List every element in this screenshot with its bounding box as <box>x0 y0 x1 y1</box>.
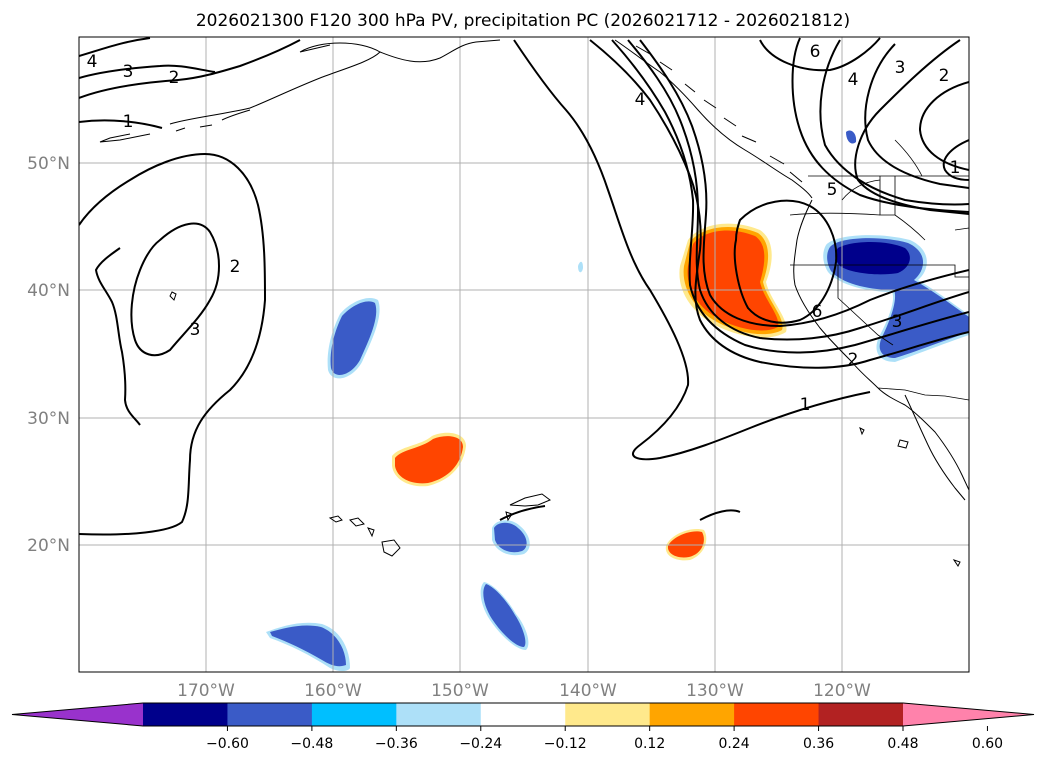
colorbar-tick-label: 0.36 <box>803 736 834 752</box>
colorbar-segment <box>734 703 820 726</box>
contour-label: 4 <box>87 52 98 72</box>
colorbar-segment <box>818 703 904 726</box>
colorbar-segment <box>649 703 735 726</box>
lat-label: 40°N <box>27 281 70 301</box>
colorbar-outline <box>11 702 1035 727</box>
colorbar-tick-label: 0.48 <box>887 736 918 752</box>
colorbar-segment <box>396 703 482 726</box>
longitude-labels: 170°W 160°W 150°W 140°W 130°W 120°W <box>177 681 871 701</box>
lon-label: 120°W <box>813 681 871 701</box>
contour-label: 6 <box>810 42 821 62</box>
contour-label: 1 <box>123 112 134 132</box>
colorbar-tick-label: −0.60 <box>206 736 249 752</box>
negative-precip-region <box>846 130 857 144</box>
contour-label: 2 <box>939 66 950 86</box>
contour-label: 2 <box>169 68 180 88</box>
pv-contours <box>79 37 969 536</box>
lon-label: 130°W <box>686 681 744 701</box>
contour-label: 5 <box>827 180 838 200</box>
lon-label: 150°W <box>431 681 489 701</box>
colorbar-segment <box>480 703 566 726</box>
precipitation-shading <box>266 130 969 671</box>
negative-precip-region <box>330 301 377 375</box>
contour-label: 2 <box>848 350 859 370</box>
gridlines <box>79 37 969 672</box>
positive-precip-region <box>667 531 704 558</box>
map-panel: 4 3 2 1 2 3 6 4 5 6 3 2 1 4 3 2 1 <box>79 37 969 672</box>
colorbar-segment <box>311 703 397 726</box>
colorbar: −0.60 −0.48 −0.36 −0.24 −0.12 0.12 0.24 0.36 0.4… <box>11 702 1035 752</box>
negative-precip-region <box>483 584 526 647</box>
figure-title: 2026021300 F120 300 hPa PV, precipitatio… <box>196 11 850 31</box>
colorbar-segment <box>565 703 651 726</box>
negative-precip-region <box>835 242 910 275</box>
lat-label: 30°N <box>27 409 70 429</box>
latitude-labels: 50°N 40°N 30°N 20°N <box>27 154 70 556</box>
contour-label: 2 <box>230 257 241 277</box>
colorbar-segment <box>227 703 313 726</box>
lat-label: 50°N <box>27 154 70 174</box>
colorbar-segment <box>143 703 228 726</box>
lat-label: 20°N <box>27 536 70 556</box>
colorbar-tick-label: 0.12 <box>634 736 665 752</box>
colorbar-tick-label: −0.36 <box>375 736 418 752</box>
contour-label: 6 <box>812 302 823 322</box>
colorbar-extend-high <box>903 703 1034 726</box>
colorbar-tick-label: 0.60 <box>972 736 1003 752</box>
borders <box>789 139 969 401</box>
contour-label: 3 <box>190 320 201 340</box>
contour-label: 1 <box>950 158 961 178</box>
negative-precip-region <box>578 261 583 273</box>
contour-label: 3 <box>892 312 903 332</box>
colorbar-extend-low <box>12 703 143 726</box>
colorbar-tick-label: −0.12 <box>544 736 587 752</box>
lon-label: 170°W <box>177 681 235 701</box>
colorbar-tick-label: −0.48 <box>290 736 333 752</box>
positive-precip-region <box>687 230 779 331</box>
lon-label: 160°W <box>304 681 362 701</box>
colorbar-tick-label: 0.24 <box>719 736 750 752</box>
negative-precip-region <box>270 625 346 667</box>
contour-label: 4 <box>848 70 859 90</box>
contour-label: 3 <box>123 62 134 82</box>
contour-labels: 4 3 2 1 2 3 6 4 5 6 3 2 1 4 3 2 1 <box>87 42 961 415</box>
contour-label: 1 <box>800 395 811 415</box>
contour-label: 4 <box>635 90 646 110</box>
contour-label: 3 <box>895 58 906 78</box>
positive-precip-region <box>395 436 463 484</box>
colorbar-tick-label: −0.24 <box>459 736 502 752</box>
lon-label: 140°W <box>559 681 617 701</box>
map-frame <box>78 36 970 673</box>
